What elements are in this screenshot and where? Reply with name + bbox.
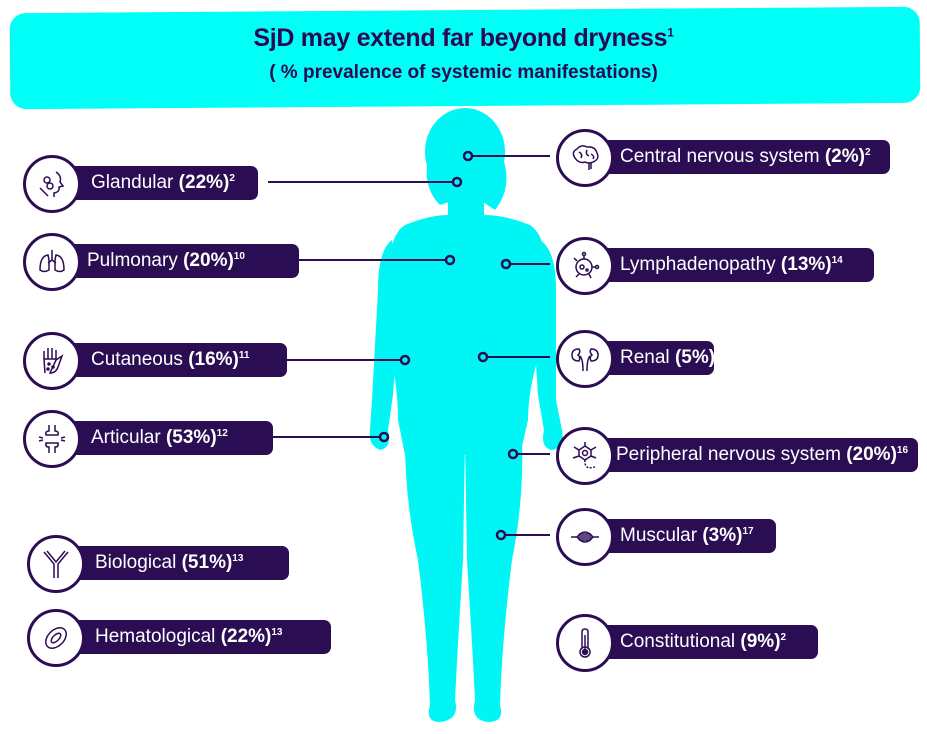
blood-cell-icon [27, 609, 85, 667]
kidneys-icon [556, 330, 614, 388]
hand-rash-icon [23, 332, 81, 390]
manifestation-pulmonary: Pulmonary (20%)10 [23, 233, 299, 291]
manifestation-hematological: Hematological (22%)13 [27, 609, 331, 667]
face-glands-icon [23, 155, 81, 213]
manifestation-lymphadenopathy: Lymphadenopathy (13%)14 [556, 237, 881, 295]
neuron-icon [556, 427, 614, 485]
manifestation-peripheral-nervous-system: Peripheral nervous system (20%)16 [556, 427, 918, 485]
manifestation-cutaneous: Cutaneous (16%)11 [23, 332, 287, 390]
manifestation-articular: Articular (53%)12 [23, 410, 273, 468]
thermometer-icon [556, 614, 614, 672]
manifestation-constitutional: Constitutional (9%)2 [556, 614, 821, 672]
muscle-icon [556, 508, 614, 566]
manifestation-central-nervous-system: Central nervous system (2%)2 [556, 129, 896, 187]
lungs-icon [23, 233, 81, 291]
lymph-cell-icon [556, 237, 614, 295]
brain-icon [556, 129, 614, 187]
page-subtitle: ( % prevalence of systemic manifestation… [269, 62, 658, 83]
joint-icon [23, 410, 81, 468]
manifestation-glandular: Glandular (22%)2 [23, 155, 268, 213]
manifestation-muscular: Muscular (3%)17 [556, 508, 781, 566]
manifestation-renal: Renal (5%)15 [556, 330, 726, 388]
antibody-icon [27, 535, 85, 593]
page-title: SjD may extend far beyond dryness1 [253, 24, 674, 52]
manifestation-biological: Biological (51%)13 [27, 535, 289, 593]
